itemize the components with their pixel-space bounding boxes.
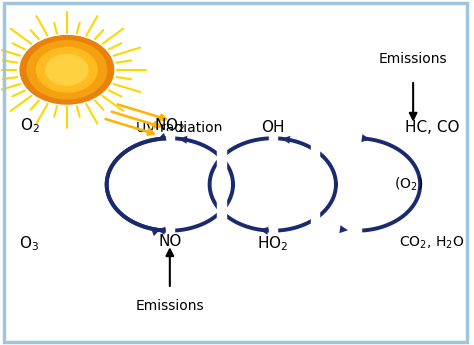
Bar [165,131,174,237]
Text: Emissions: Emissions [136,299,204,313]
Bar [310,131,319,237]
Text: NO$_2$: NO$_2$ [154,116,185,135]
Bar [269,131,277,237]
Text: O$_2$: O$_2$ [19,116,39,135]
Bar [353,131,361,237]
Text: (O$_2$): (O$_2$) [394,176,423,193]
Text: NO: NO [158,234,182,249]
Circle shape [20,36,114,104]
Bar [217,131,226,237]
Circle shape [46,55,88,85]
Text: CO$_2$, H$_2$O: CO$_2$, H$_2$O [399,234,465,250]
Text: Emissions: Emissions [379,52,447,66]
Text: HO$_2$: HO$_2$ [257,234,288,253]
Circle shape [27,41,107,99]
Text: UV radiation: UV radiation [136,121,222,135]
Text: HC, CO: HC, CO [405,120,459,135]
Text: O$_3$: O$_3$ [19,234,39,253]
Text: OH: OH [261,120,284,135]
Circle shape [36,48,97,92]
